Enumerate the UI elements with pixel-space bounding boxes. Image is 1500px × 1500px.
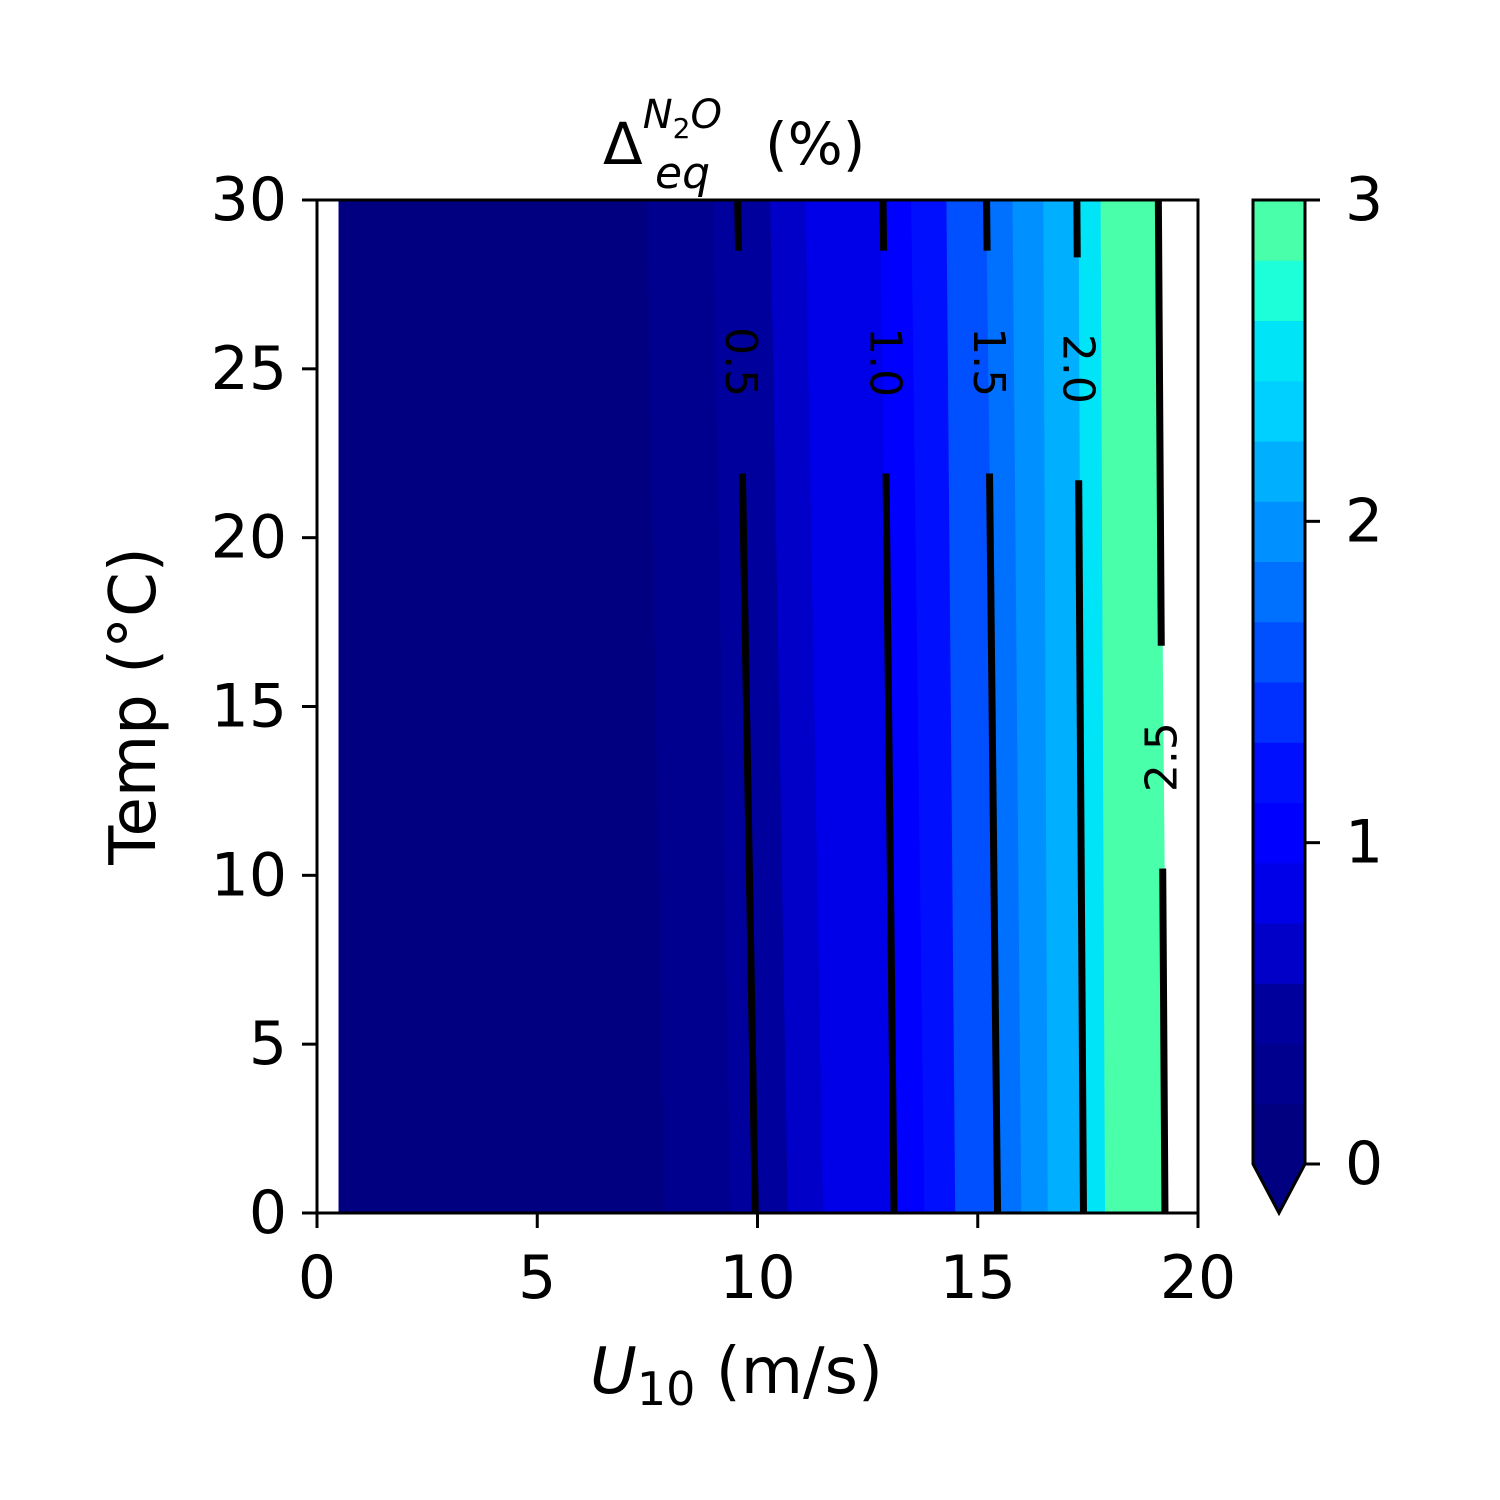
title-sub: eq [655, 148, 710, 199]
colorbar-segment [1253, 200, 1305, 261]
colorbar-segment [1253, 682, 1305, 743]
title-tail: (%) [765, 110, 865, 178]
title-sup-sub: 2 [673, 112, 691, 145]
contour-line [734, 200, 743, 251]
colorbar-segment [1253, 862, 1305, 924]
contour-label: 0.5 [715, 327, 766, 397]
colorbar-tick-label: 0 [1345, 1129, 1383, 1199]
x-tick-label: 5 [518, 1243, 556, 1313]
contour-line [1075, 480, 1087, 1213]
colorbar-tick-label: 3 [1345, 165, 1383, 235]
x-label-sub: 10 [637, 1362, 696, 1416]
contour-line [1159, 868, 1169, 1213]
contour-label: 1.0 [859, 327, 910, 397]
colorbar-segment [1253, 983, 1305, 1044]
title-sup: N [643, 92, 673, 138]
title-main: Δ [603, 110, 643, 178]
contour-band [805, 200, 864, 1213]
x-axis-label: U10 (m/s) [590, 1335, 883, 1416]
contour-label: 2.0 [1052, 334, 1103, 404]
colorbar-segment [1253, 441, 1305, 502]
colorbar-frame [1251, 198, 1307, 1217]
colorbar-segment [1253, 320, 1305, 382]
chart-title: ΔN2O [603, 92, 722, 178]
colorbar-segment [1253, 260, 1305, 321]
y-axis-label: Temp (°C) [97, 547, 171, 866]
contour-line [738, 473, 759, 1213]
contour-band [946, 200, 1001, 1213]
y-tick-label: 25 [211, 334, 287, 404]
contour-line [879, 200, 888, 251]
x-label-main: U [590, 1335, 637, 1409]
colorbar-segment [1253, 501, 1305, 562]
contour-band [712, 200, 759, 1213]
y-tick-label: 0 [249, 1178, 287, 1248]
colorbar-segment [1253, 1043, 1305, 1105]
x-tick-label: 10 [719, 1243, 795, 1313]
colorbar-segment [1253, 802, 1305, 864]
contour-band [338, 200, 578, 1213]
x-tick-label: 15 [940, 1243, 1016, 1313]
contour-band [646, 200, 701, 1213]
contour-labels: 0.5 1.0 1.5 2.0 2.5 [715, 327, 1187, 792]
contour-band [563, 200, 666, 1213]
contour-line [1154, 200, 1165, 646]
contour-line [882, 473, 898, 1213]
colorbar-segment [1253, 380, 1305, 442]
contour-band [682, 200, 732, 1213]
y-tick-label: 20 [211, 503, 287, 573]
y-axis-ticks: 0 5 10 15 20 25 30 [211, 165, 317, 1248]
colorbar-segment [1253, 742, 1305, 803]
x-label-tail: (m/s) [695, 1335, 883, 1409]
colorbar-segment [1253, 621, 1305, 683]
contour-band [1043, 200, 1084, 1213]
x-axis-ticks: 0 5 10 15 20 [298, 1213, 1236, 1313]
colorbar-segment [1253, 561, 1305, 623]
contour-line [986, 473, 1002, 1213]
colorbar-segment [1253, 923, 1305, 984]
contour-band [845, 200, 895, 1213]
contour-label: 1.5 [963, 327, 1014, 397]
contour-lines [734, 200, 1169, 1213]
contour-label: 2.5 [1136, 722, 1187, 792]
colorbar-extend-triangle [1253, 1164, 1305, 1213]
contour-band [1012, 200, 1049, 1213]
x-tick-label: 20 [1160, 1243, 1236, 1313]
colorbar-ticks: 0 1 2 3 [1305, 165, 1383, 1199]
plot-area [338, 200, 1168, 1213]
contour-band [911, 200, 957, 1213]
title-sup-end: O [690, 92, 721, 138]
colorbar-segment [1253, 1103, 1305, 1165]
colorbar [1251, 198, 1307, 1217]
colorbar-tick-label: 1 [1345, 808, 1383, 878]
y-tick-label: 10 [211, 840, 287, 910]
x-tick-label: 0 [298, 1243, 336, 1313]
y-tick-label: 30 [211, 165, 287, 235]
contour-line [983, 200, 991, 251]
contour-band [1100, 200, 1168, 1213]
y-tick-label: 5 [249, 1009, 287, 1079]
y-tick-label: 15 [211, 672, 287, 742]
colorbar-tick-label: 2 [1345, 486, 1383, 556]
